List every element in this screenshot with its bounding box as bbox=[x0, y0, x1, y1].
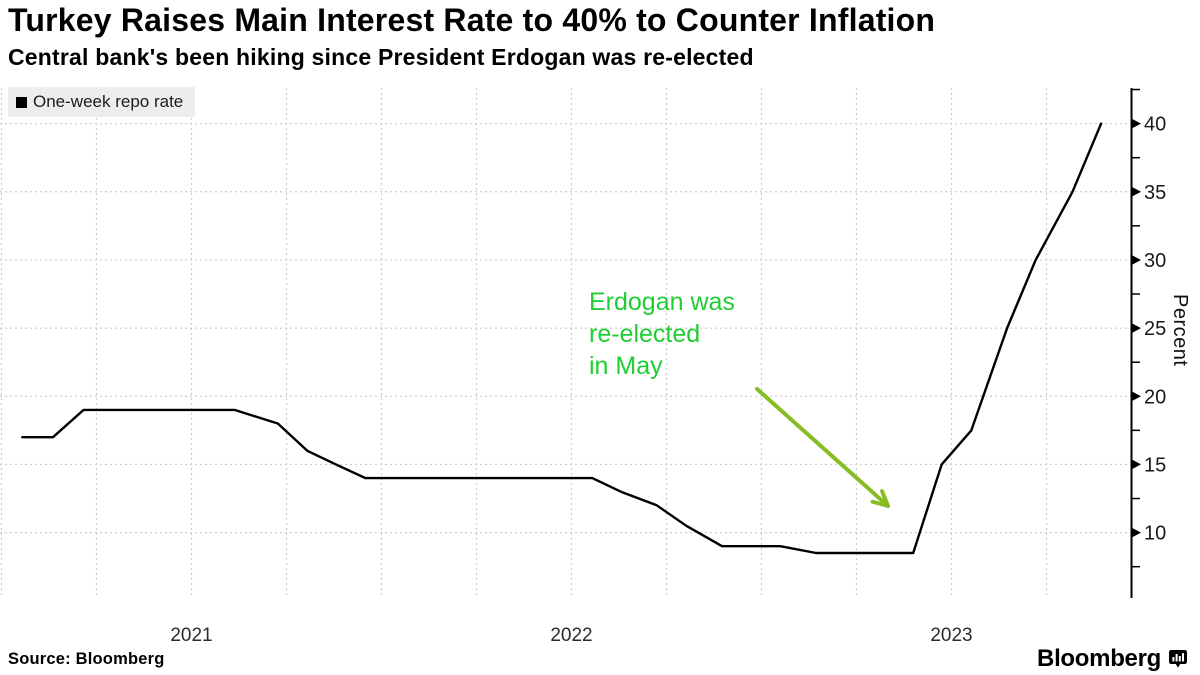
annotation-text: Erdogan was re-elected in May bbox=[589, 286, 735, 382]
svg-text:20: 20 bbox=[1144, 386, 1166, 408]
svg-text:30: 30 bbox=[1144, 250, 1166, 272]
svg-text:35: 35 bbox=[1144, 182, 1166, 204]
svg-text:2021: 2021 bbox=[170, 625, 212, 646]
source-credit: Source: Bloomberg bbox=[8, 650, 165, 668]
annotation-line: in May bbox=[589, 352, 663, 380]
svg-text:25: 25 bbox=[1144, 318, 1166, 340]
bloomberg-wordmark: Bloomberg bbox=[1037, 645, 1161, 672]
bloomberg-logo: Bloomberg bbox=[1037, 645, 1188, 673]
legend-label: One-week repo rate bbox=[33, 92, 184, 111]
bloomberg-chart-bubble-icon bbox=[1169, 650, 1187, 668]
annotation-line: re-elected bbox=[589, 320, 701, 348]
svg-text:2023: 2023 bbox=[930, 625, 972, 646]
chart-title: Turkey Raises Main Interest Rate to 40% … bbox=[8, 2, 936, 38]
legend: One-week repo rate bbox=[8, 87, 196, 117]
svg-text:2022: 2022 bbox=[550, 625, 592, 646]
chart-subtitle: Central bank's been hiking since Preside… bbox=[8, 44, 754, 70]
svg-text:15: 15 bbox=[1144, 454, 1166, 476]
legend-swatch-icon bbox=[16, 96, 27, 108]
svg-text:10: 10 bbox=[1144, 523, 1166, 545]
svg-text:40: 40 bbox=[1144, 114, 1166, 136]
annotation-line: Erdogan was bbox=[589, 288, 735, 316]
y-axis-title: Percent bbox=[1169, 294, 1191, 367]
